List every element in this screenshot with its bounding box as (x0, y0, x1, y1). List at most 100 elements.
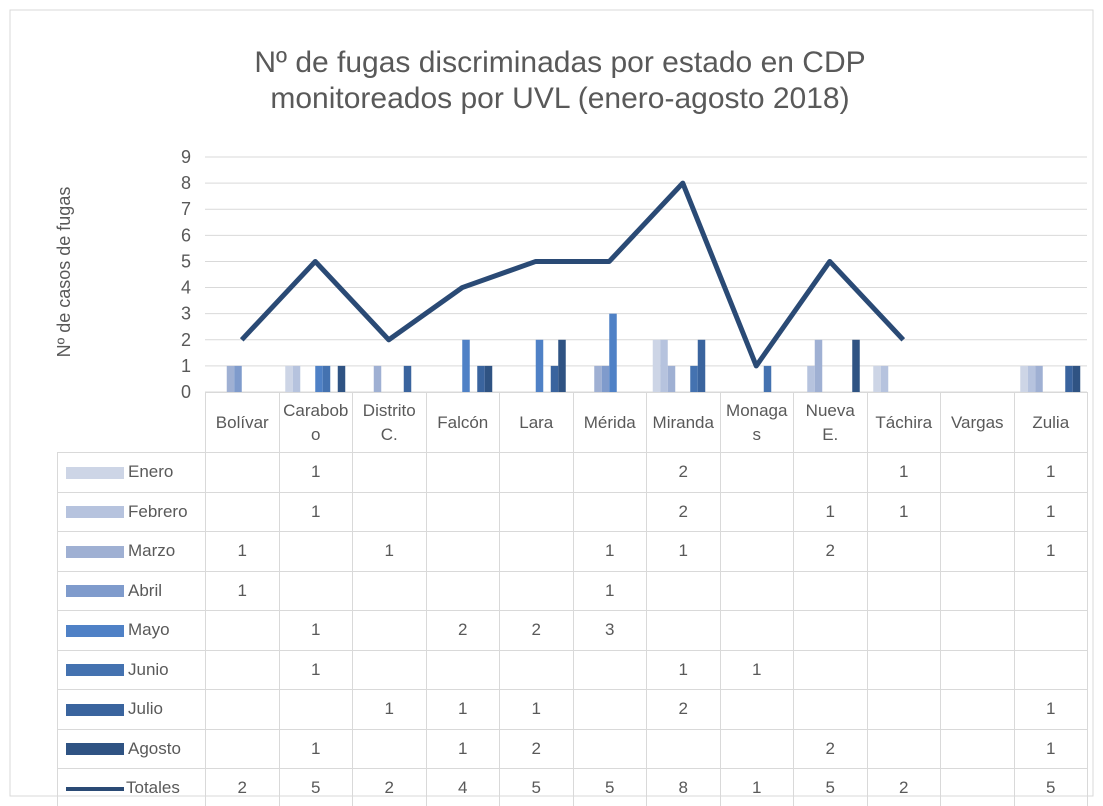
y-axis-title: Nº de casos de fugas (54, 187, 74, 358)
legend-key (66, 786, 124, 791)
bar (1065, 365, 1073, 392)
legend-label: Totales (126, 778, 180, 798)
table-value (866, 570, 941, 611)
table-value (499, 491, 574, 532)
x-tick-label: Carabobo (278, 392, 353, 453)
legend-cell: Totales (57, 768, 206, 806)
table-value (940, 610, 1015, 651)
y-tick-label: 4 (181, 278, 191, 298)
y-tick-label: 7 (181, 199, 191, 219)
table-value (499, 649, 574, 690)
x-tick-label: Táchira (866, 392, 941, 453)
table-value (352, 491, 427, 532)
table-value: 1 (278, 452, 353, 493)
x-tick-label: Mérida (572, 392, 647, 453)
table-value (425, 570, 500, 611)
table-value: 3 (572, 610, 647, 651)
table-value: 2 (793, 728, 868, 769)
legend-key (66, 624, 124, 637)
bar (292, 365, 301, 392)
table-value: 1 (205, 531, 280, 572)
table-value: 2 (425, 610, 500, 651)
table-value: 1 (499, 689, 574, 730)
bar (814, 339, 823, 392)
table-value (278, 531, 353, 572)
y-tick-label: 8 (181, 173, 191, 193)
bar (550, 365, 559, 392)
table-value (205, 610, 280, 651)
table-value: 1 (646, 649, 721, 690)
x-tick-label: Monagas (719, 392, 794, 453)
table-value: 1 (278, 728, 353, 769)
table-value (866, 728, 941, 769)
table-value (793, 610, 868, 651)
y-tick-label: 1 (181, 356, 191, 376)
legend-key (66, 506, 124, 519)
bar (462, 339, 470, 392)
table-row: Abril 1 1 (57, 570, 1088, 611)
bar (594, 365, 602, 392)
bar (1020, 365, 1028, 392)
chart-title: Nº de fugas discriminadas por estado en … (254, 46, 865, 79)
table-value (352, 728, 427, 769)
table-value (352, 570, 427, 611)
table-value (646, 728, 721, 769)
table-value (572, 728, 647, 769)
bar (226, 365, 235, 392)
legend-cell: Abril (57, 570, 206, 611)
table-value (499, 570, 574, 611)
table-value (719, 610, 794, 651)
legend-label: Enero (128, 462, 174, 482)
table-value (646, 610, 721, 651)
bar (535, 339, 544, 392)
table-value (205, 649, 280, 690)
table-value: 1 (1013, 491, 1088, 532)
table-value: 4 (425, 768, 500, 806)
table-value (793, 689, 868, 730)
bar (373, 365, 382, 392)
bar (477, 365, 485, 392)
table-value: 1 (425, 689, 500, 730)
bar (234, 365, 242, 392)
y-tick-label: 6 (181, 225, 191, 245)
legend-key (66, 703, 124, 716)
table-value (205, 689, 280, 730)
legend-cell: Agosto (57, 728, 206, 769)
legend-key (66, 743, 124, 756)
table-value: 2 (646, 452, 721, 493)
table-value (793, 649, 868, 690)
y-tick-label: 5 (181, 251, 191, 271)
table-value (1013, 649, 1088, 690)
table-value: 2 (205, 768, 280, 806)
legend-label: Agosto (128, 738, 181, 758)
table-value (572, 491, 647, 532)
table-value (940, 452, 1015, 493)
table-value (205, 452, 280, 493)
table-value (278, 689, 353, 730)
table-value (425, 649, 500, 690)
bar (1072, 365, 1081, 392)
legend-key (66, 585, 124, 598)
chart-title: monitoreados por UVL (enero-agosto 2018) (270, 82, 849, 115)
x-tick-label: Distrito C. (352, 392, 427, 453)
table-value (572, 689, 647, 730)
x-tick-label: Lara (499, 392, 574, 453)
legend-label: Mayo (128, 620, 170, 640)
table-value (1013, 570, 1088, 611)
bar (1027, 365, 1036, 392)
line-series (242, 183, 1051, 366)
table-value (572, 649, 647, 690)
bar (315, 365, 323, 392)
bar (880, 365, 889, 392)
table-value (793, 452, 868, 493)
x-tick-label: Zulia (1013, 392, 1088, 453)
legend-key (66, 664, 124, 677)
table-value: 2 (793, 531, 868, 572)
table-value (352, 610, 427, 651)
table-value: 2 (646, 689, 721, 730)
y-tick-label: 2 (181, 330, 191, 350)
table-value (866, 610, 941, 651)
bar (697, 339, 706, 392)
table-value: 1 (352, 531, 427, 572)
table-value (940, 728, 1015, 769)
